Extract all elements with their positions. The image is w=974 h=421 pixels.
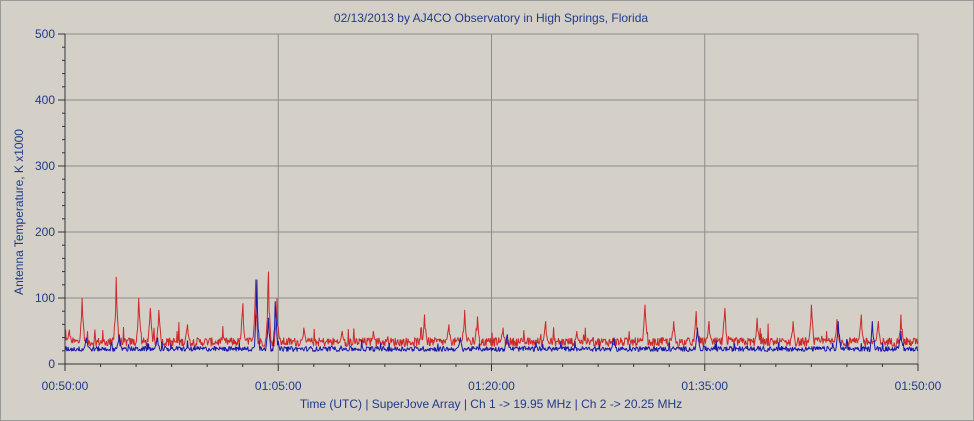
x-tick-label: 00:50:00	[42, 379, 89, 393]
x-tick-label: 01:50:00	[895, 379, 942, 393]
tick-labels: 0 100 200 300 400 500 00:50:00 01:05:00 01:20:00…	[35, 27, 942, 393]
y-tick-label: 300	[35, 159, 55, 173]
series-layer	[64, 271, 919, 353]
x-tick-label: 01:20:00	[468, 379, 515, 393]
grid-lines	[65, 34, 918, 364]
series-line-ch2	[64, 279, 919, 353]
x-axis-label: Time (UTC) | SuperJove Array | Ch 1 -> 1…	[300, 397, 682, 411]
x-tick-label: 01:05:00	[255, 379, 302, 393]
y-tick-label: 0	[48, 357, 55, 371]
x-tick-label: 01:35:00	[681, 379, 728, 393]
y-tick-label: 400	[35, 93, 55, 107]
y-tick-label: 200	[35, 225, 55, 239]
axes	[58, 33, 919, 371]
y-tick-label: 500	[35, 27, 55, 41]
y-tick-label: 100	[35, 291, 55, 305]
chart-title: 02/13/2013 by AJ4CO Observatory in High …	[334, 11, 648, 25]
y-axis-label: Antenna Temperature, K x1000	[12, 129, 26, 295]
series-line-ch1	[64, 271, 919, 348]
